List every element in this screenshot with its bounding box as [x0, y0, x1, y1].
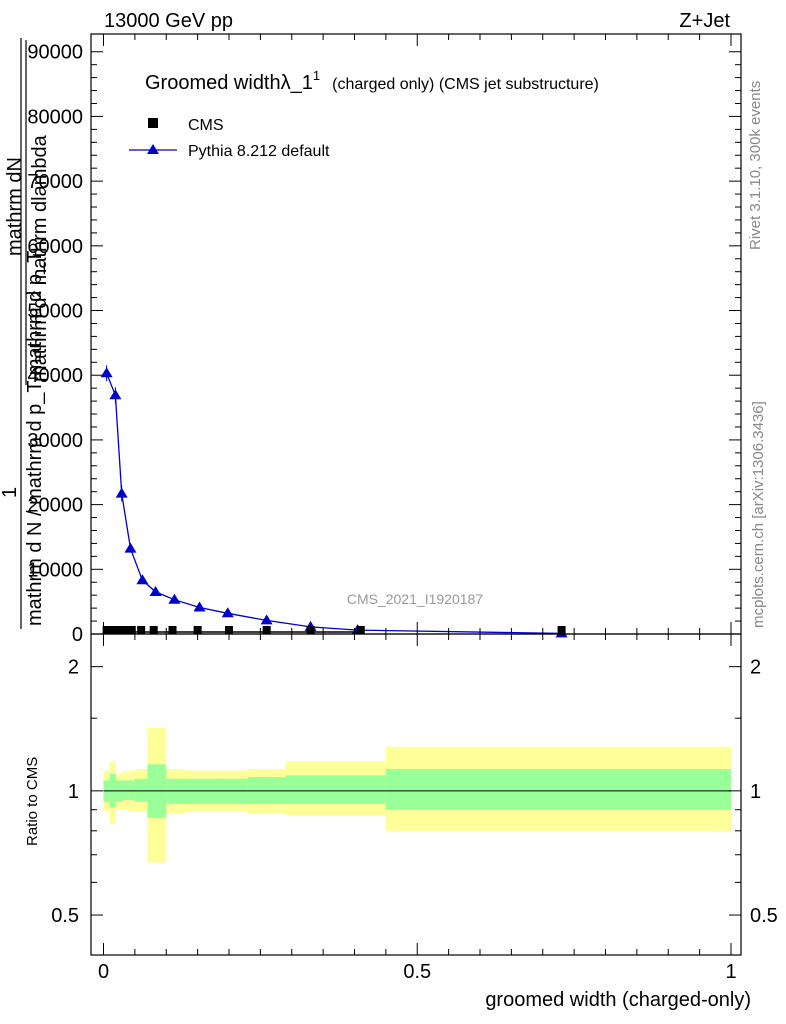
mcplots-label: mcplots.cern.ch [arXiv:1306.3436]: [750, 401, 767, 628]
legend-pythia-marker: [147, 144, 159, 154]
pythia-point-5: [149, 585, 162, 596]
lower-x-tick-label: 1: [725, 961, 736, 983]
legend-pythia-label: Pythia 8.212 default: [188, 143, 330, 160]
ratio-bands: [103, 728, 731, 863]
upper-y-tick-label: 0: [72, 624, 83, 646]
lower-y-tick-label-right: 0.5: [750, 905, 778, 927]
energy-label: 13000 GeV pp: [104, 10, 233, 32]
upper-y-tick-label: 50000: [27, 301, 83, 323]
legend: CMS Pythia 8.212 default: [129, 117, 330, 160]
y-label-numerator: 1: [0, 487, 21, 498]
lower-y-tick-label-right: 1: [750, 781, 761, 803]
x-axis-label: groomed width (charged-only): [485, 989, 751, 1011]
pythia-line: [105, 373, 562, 635]
upper-y-tick-label: 90000: [27, 42, 83, 64]
cms-point-1: [108, 626, 117, 634]
upper-y-tick-label: 40000: [27, 365, 83, 387]
lower-y-tick-label-left: 0.5: [51, 905, 79, 927]
ratio-inner-band-5: [134, 778, 148, 802]
lower-y-tick-label-left: 1: [68, 781, 79, 803]
upper-y-axis-label: mathrm d N / mathrm d p_T mathrm d p_T 1…: [0, 38, 51, 629]
upper-y-tick-label: 60000: [27, 236, 83, 258]
lower-x-tick-label: 0: [98, 961, 109, 983]
pythia-point-0: [100, 367, 113, 378]
ratio-inner-band-3: [122, 780, 129, 801]
pythia-point-2: [115, 487, 128, 498]
ratio-inner-band-11: [285, 775, 386, 804]
cms-point-2: [115, 626, 124, 634]
cms-point-10: [262, 626, 271, 634]
cms-point-0: [102, 626, 111, 634]
legend-cms-label: CMS: [188, 117, 224, 134]
pythia-point-6: [168, 593, 181, 604]
cms-point-11: [306, 626, 315, 634]
y-label-denominator: mathrm d N / mathrm d p_T mathrm d p_T: [24, 251, 46, 626]
cms-point-4: [127, 626, 136, 634]
plot-frames: [90, 33, 742, 956]
pythia-point-4: [136, 574, 149, 585]
upper-y-tick-label: 20000: [27, 495, 83, 517]
legend-cms-marker: [148, 118, 158, 128]
y-label-inner-bottom: mathrm d² mathrm dlambda: [29, 134, 51, 382]
cms-point-3: [121, 626, 130, 634]
ratio-inner-band-12: [385, 768, 731, 810]
lower-y-tick-label-left: 2: [68, 657, 79, 679]
pythia-point-3: [124, 542, 137, 553]
analysis-id-label: CMS_2021_I1920187: [347, 591, 483, 607]
pythia-point-8: [221, 607, 234, 618]
lower-y-tick-label-right: 2: [750, 657, 761, 679]
upper-y-tick-label: 10000: [27, 559, 83, 581]
ratio-inner-band-4: [128, 780, 135, 801]
upper-y-tick-label: 80000: [27, 106, 83, 128]
y-label-inner-top: mathrm dN: [4, 157, 26, 256]
process-label: Z+Jet: [679, 10, 730, 32]
cms-point-5: [137, 626, 146, 634]
upper-y-tick-label: 70000: [27, 171, 83, 193]
axis-ticks: [91, 34, 741, 955]
cms-point-13: [557, 626, 566, 634]
pythia-point-9: [260, 614, 273, 625]
cms-point-6: [149, 626, 158, 634]
cms-point-7: [168, 626, 177, 634]
plot-title: Groomed widthλ_11(charged only) (CMS jet…: [145, 68, 599, 94]
lower-frame: [90, 633, 742, 956]
ratio-y-axis-label: Ratio to CMS: [24, 757, 41, 846]
upper-y-tick-label: 30000: [27, 430, 83, 452]
pythia-point-1: [109, 389, 122, 400]
cms-point-12: [356, 626, 365, 634]
mc-series: [100, 365, 568, 638]
lower-x-tick-label: 0.5: [403, 961, 431, 983]
pythia-point-7: [193, 601, 206, 612]
axis-tick-labels: 10000 20000 30000 40000 50000 60000 70000 80000…: [27, 42, 777, 983]
rivet-version-label: Rivet 3.1.10, 300k events: [747, 81, 764, 250]
